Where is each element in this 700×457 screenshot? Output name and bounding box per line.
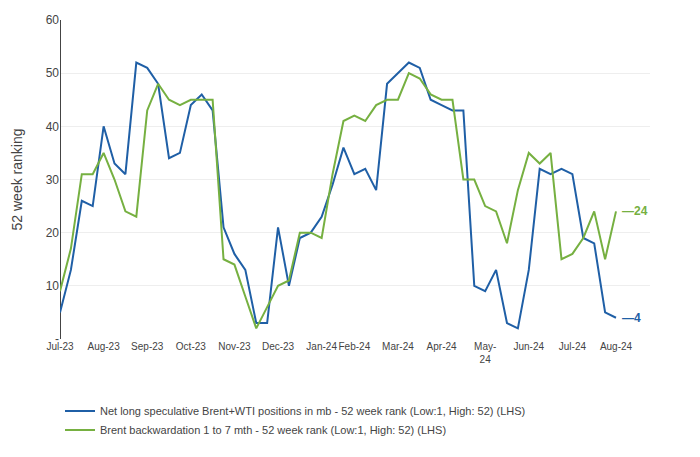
svg-text:40: 40 [46,120,60,134]
svg-text:52 week ranking: 52 week ranking [9,129,25,231]
svg-text:Brent backwardation 1 to 7 mth: Brent backwardation 1 to 7 mth - 52 week… [100,424,446,436]
svg-text:Nov-23: Nov-23 [218,341,251,352]
svg-text:Feb-24: Feb-24 [339,341,371,352]
svg-text:Jul-24: Jul-24 [559,341,587,352]
svg-text:Jun-24: Jun-24 [513,341,544,352]
svg-text:50: 50 [46,66,60,80]
svg-text:Sep-23: Sep-23 [131,341,164,352]
svg-text:30: 30 [46,173,60,187]
svg-text:Mar-24: Mar-24 [382,341,414,352]
svg-text:Jul-23: Jul-23 [46,341,74,352]
svg-text:—4: —4 [622,311,641,325]
svg-text:Aug-24: Aug-24 [600,341,633,352]
svg-text:-: - [55,332,59,346]
svg-text:10: 10 [46,279,60,293]
svg-text:May-24: May-24 [474,341,496,365]
svg-text:Aug-23: Aug-23 [87,341,120,352]
svg-text:—24: —24 [622,204,648,218]
svg-text:Dec-23: Dec-23 [262,341,295,352]
svg-text:20: 20 [46,226,60,240]
svg-text:Net long speculative Brent+WTI: Net long speculative Brent+WTI positions… [100,405,525,417]
svg-text:Jan-24: Jan-24 [306,341,337,352]
svg-text:Oct-23: Oct-23 [176,341,206,352]
svg-text:60: 60 [46,13,60,27]
svg-text:Apr-24: Apr-24 [427,341,457,352]
